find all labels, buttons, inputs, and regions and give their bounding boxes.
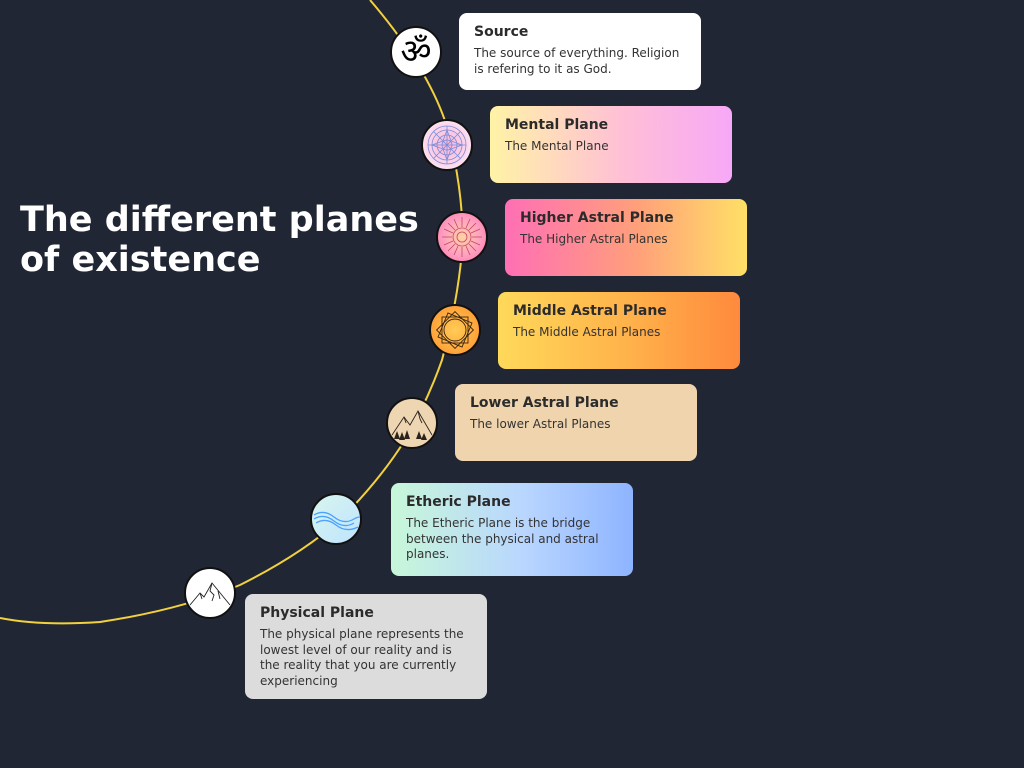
- card-description: The Etheric Plane is the bridge between …: [406, 516, 599, 561]
- card-title: Source: [474, 24, 529, 40]
- svg-text:ॐ: ॐ: [400, 32, 431, 72]
- card-description: The physical plane represents the lowest…: [260, 627, 464, 688]
- card-lower-astral-plane: Lower Astral Plane The lower Astral Plan…: [455, 384, 697, 461]
- card-mental-plane: Mental Plane The Mental Plane: [490, 106, 732, 183]
- water-wave-icon: [310, 493, 362, 545]
- card-description: The Middle Astral Planes: [513, 325, 661, 339]
- card-description: The Higher Astral Planes: [520, 232, 668, 246]
- star-polygon-icon: [429, 304, 481, 356]
- card-title: Middle Astral Plane: [513, 303, 667, 319]
- card-title: Lower Astral Plane: [470, 395, 619, 411]
- card-title: Etheric Plane: [406, 494, 511, 510]
- om-icon: ॐ: [390, 26, 442, 78]
- card-etheric-plane: Etheric Plane The Etheric Plane is the b…: [391, 483, 633, 576]
- card-source: Source The source of everything. Religio…: [459, 13, 701, 90]
- card-description: The lower Astral Planes: [470, 417, 611, 431]
- mountain-forest-icon: [386, 397, 438, 449]
- mandala-icon: [421, 119, 473, 171]
- card-middle-astral-plane: Middle Astral Plane The Middle Astral Pl…: [498, 292, 740, 369]
- sun-mandala-icon: [436, 211, 488, 263]
- card-title: Mental Plane: [505, 117, 609, 133]
- card-description: The source of everything. Religion is re…: [474, 46, 680, 76]
- card-description: The Mental Plane: [505, 139, 609, 153]
- card-physical-plane: Physical Plane The physical plane repres…: [245, 594, 487, 699]
- card-higher-astral-plane: Higher Astral Plane The Higher Astral Pl…: [505, 199, 747, 276]
- page-title: The different planes of existence: [20, 200, 419, 280]
- mountain-icon: [184, 567, 236, 619]
- card-title: Physical Plane: [260, 605, 374, 621]
- card-title: Higher Astral Plane: [520, 210, 674, 226]
